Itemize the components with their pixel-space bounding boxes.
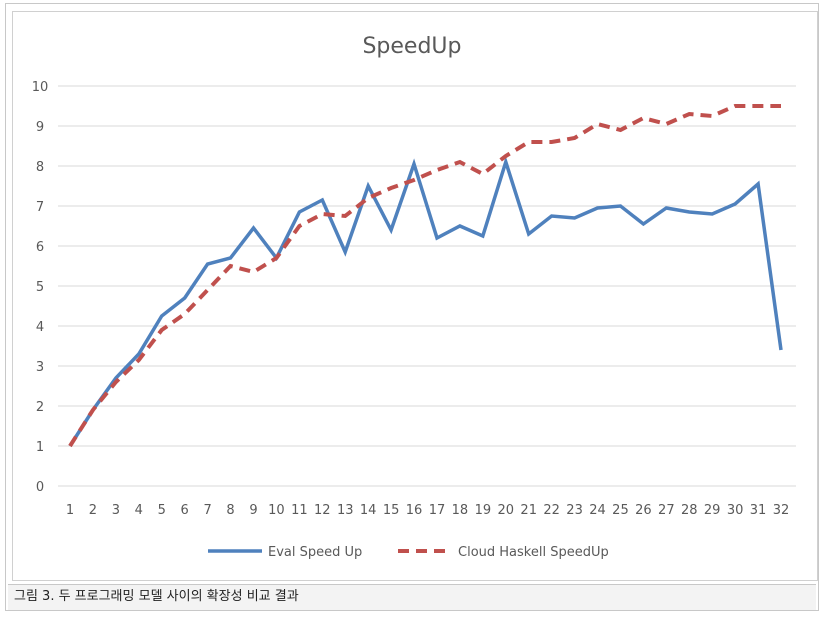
grid-lines — [58, 85, 796, 487]
x-tick-label: 6 — [181, 503, 189, 518]
x-tick-label: 24 — [589, 503, 606, 518]
x-tick-label: 10 — [268, 503, 285, 518]
x-tick-label: 11 — [291, 503, 308, 518]
x-tick-label: 31 — [750, 503, 767, 518]
legend-label: Cloud Haskell SpeedUp — [458, 545, 609, 560]
x-tick-label: 23 — [566, 503, 583, 518]
x-tick-label: 30 — [727, 503, 744, 518]
x-tick-label: 29 — [704, 503, 721, 518]
x-tick-label: 25 — [612, 503, 629, 518]
x-tick-label: 12 — [314, 503, 331, 518]
x-tick-label: 1 — [66, 503, 74, 518]
x-tick-label: 3 — [112, 503, 120, 518]
y-axis-ticks: 0 1 2 3 4 5 6 7 8 9 10 — [32, 80, 49, 495]
x-axis-ticks: 1 2 3 4 5 6 7 8 9 10 11 12 13 14 15 16 17 18 19 20 21 22 23 24 2… — [66, 503, 789, 518]
y-tick-label: 8 — [36, 160, 44, 175]
x-tick-label: 27 — [658, 503, 675, 518]
figure-caption: 그림 3. 두 프로그래밍 모델 사이의 확장성 비교 결과 — [8, 584, 816, 610]
x-tick-label: 8 — [226, 503, 234, 518]
y-tick-label: 0 — [36, 480, 44, 495]
x-tick-label: 9 — [249, 503, 257, 518]
y-tick-label: 6 — [36, 240, 44, 255]
y-tick-label: 4 — [36, 320, 44, 335]
chart-title: SpeedUp — [362, 34, 461, 59]
x-tick-label: 5 — [158, 503, 166, 518]
series-line-eval-speedup — [68, 156, 783, 447]
x-tick-label: 17 — [429, 503, 446, 518]
y-tick-label: 1 — [36, 440, 44, 455]
x-tick-label: 20 — [498, 503, 515, 518]
y-tick-label: 3 — [36, 360, 44, 375]
legend-label: Eval Speed Up — [268, 545, 362, 560]
series-line-cloud-haskell-speedup — [68, 104, 781, 448]
x-tick-label: 32 — [773, 503, 790, 518]
y-tick-label: 2 — [36, 400, 44, 415]
x-tick-label: 2 — [89, 503, 97, 518]
x-tick-label: 26 — [635, 503, 652, 518]
x-tick-label: 15 — [383, 503, 400, 518]
x-tick-label: 28 — [681, 503, 698, 518]
x-tick-label: 14 — [360, 503, 377, 518]
x-tick-label: 4 — [135, 503, 143, 518]
series-lines — [68, 104, 783, 448]
x-tick-label: 16 — [406, 503, 423, 518]
y-tick-label: 9 — [36, 120, 44, 135]
x-tick-label: 22 — [543, 503, 560, 518]
x-tick-label: 19 — [475, 503, 492, 518]
x-tick-label: 13 — [337, 503, 354, 518]
legend: Eval Speed Up Cloud Haskell SpeedUp — [208, 545, 609, 560]
y-tick-label: 7 — [36, 200, 44, 215]
y-tick-label: 10 — [32, 80, 49, 95]
x-tick-label: 7 — [203, 503, 211, 518]
x-tick-label: 18 — [452, 503, 469, 518]
y-tick-label: 5 — [36, 280, 44, 295]
x-tick-label: 21 — [520, 503, 537, 518]
